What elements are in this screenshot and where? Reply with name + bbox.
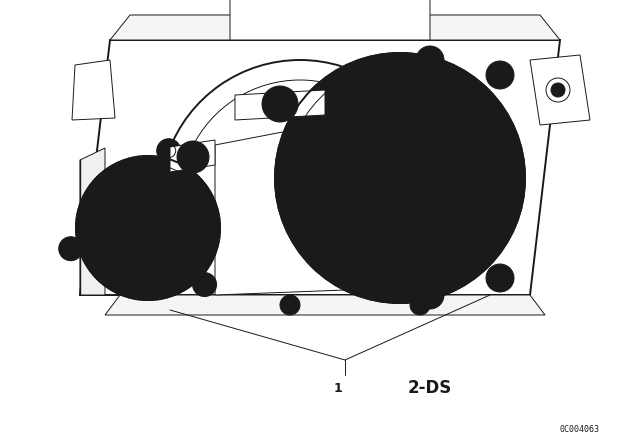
Polygon shape — [110, 15, 560, 40]
Circle shape — [410, 295, 430, 315]
Circle shape — [416, 281, 444, 309]
Text: 1: 1 — [333, 382, 342, 395]
Circle shape — [357, 135, 443, 221]
Circle shape — [157, 139, 180, 163]
Circle shape — [59, 237, 83, 261]
Text: 0C004063: 0C004063 — [560, 426, 600, 435]
Circle shape — [76, 156, 220, 300]
Circle shape — [275, 53, 525, 303]
Circle shape — [104, 184, 192, 272]
Polygon shape — [170, 140, 215, 172]
Polygon shape — [80, 148, 105, 295]
Polygon shape — [230, 0, 430, 40]
Circle shape — [280, 295, 300, 315]
Circle shape — [193, 272, 216, 297]
Circle shape — [118, 198, 178, 258]
Circle shape — [551, 83, 565, 97]
Polygon shape — [530, 55, 590, 125]
Text: 2-DS: 2-DS — [408, 379, 452, 397]
Circle shape — [444, 81, 460, 97]
Circle shape — [385, 163, 415, 193]
Circle shape — [486, 264, 514, 292]
Circle shape — [340, 259, 356, 275]
Circle shape — [373, 151, 427, 205]
Circle shape — [289, 170, 305, 186]
Circle shape — [139, 219, 157, 237]
Circle shape — [262, 86, 298, 122]
Circle shape — [340, 81, 356, 97]
Polygon shape — [215, 120, 345, 295]
Circle shape — [495, 170, 511, 186]
Polygon shape — [235, 90, 325, 120]
Circle shape — [131, 211, 165, 245]
Circle shape — [444, 259, 460, 275]
Polygon shape — [72, 60, 115, 120]
Circle shape — [416, 46, 444, 74]
Polygon shape — [80, 40, 560, 295]
Polygon shape — [105, 295, 545, 315]
Circle shape — [177, 141, 209, 173]
Circle shape — [340, 118, 460, 238]
Circle shape — [486, 61, 514, 89]
